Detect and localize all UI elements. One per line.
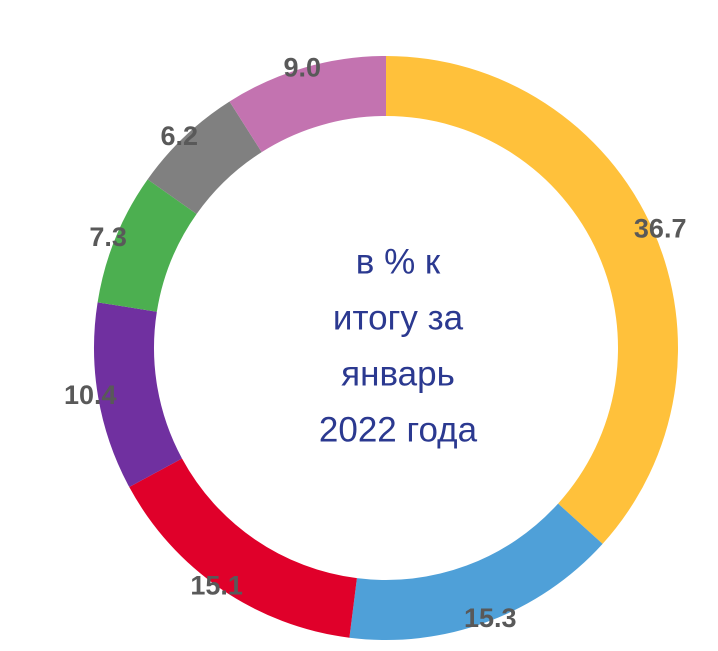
donut-segment bbox=[386, 56, 679, 544]
value-label: 7.3 bbox=[89, 222, 127, 252]
center-text: январь bbox=[341, 354, 455, 393]
value-label: 10.4 bbox=[64, 380, 117, 410]
value-label: 36.7 bbox=[634, 213, 687, 243]
center-text: в % к bbox=[356, 242, 441, 281]
center-text: итогу за bbox=[333, 298, 464, 337]
value-label: 15.3 bbox=[464, 603, 517, 633]
donut-segment bbox=[129, 458, 357, 638]
donut-segment bbox=[147, 101, 262, 215]
center-text: 2022 года bbox=[319, 410, 478, 449]
value-label: 9.0 bbox=[284, 53, 322, 83]
donut-segment bbox=[97, 179, 197, 312]
donut-segment bbox=[229, 56, 386, 153]
donut-segment bbox=[93, 302, 182, 488]
value-label: 6.2 bbox=[160, 121, 198, 151]
donut-segment bbox=[349, 503, 603, 640]
value-label: 15.1 bbox=[190, 570, 243, 600]
